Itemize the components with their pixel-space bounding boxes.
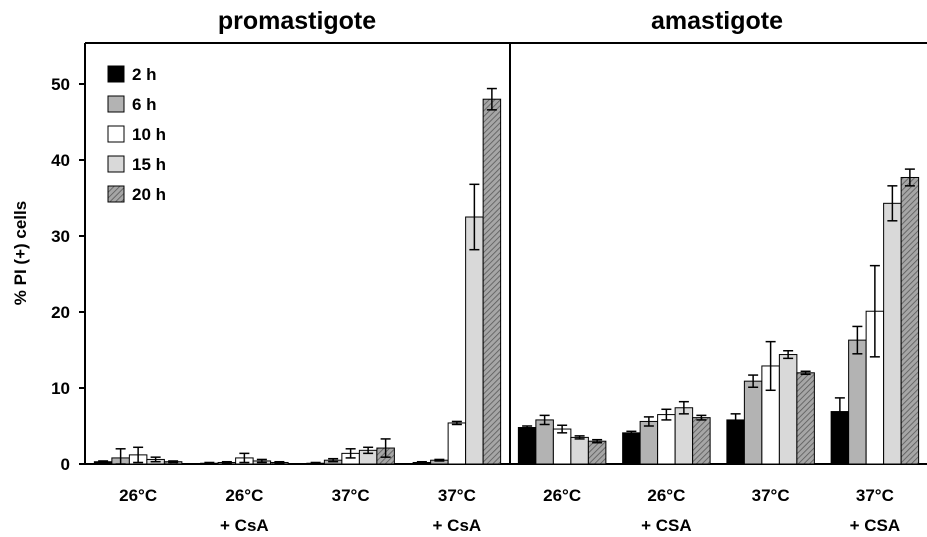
bar-6h-amastigote-1 (639, 420, 659, 465)
category-label: 26°C (119, 486, 157, 505)
bar-6h-amastigote-0 (535, 419, 554, 465)
category-label: 26°C (647, 486, 685, 505)
legend-swatch (107, 155, 125, 173)
category-sublabel: + CsA (220, 516, 269, 535)
legend-swatch (107, 95, 125, 113)
legend-label: 15 h (132, 155, 166, 174)
bar-20h-amastigote-0 (587, 440, 607, 465)
bar-20h-amastigote-3 (900, 176, 920, 465)
category-sublabel: + CSA (850, 516, 901, 535)
bar-20h-amastigote-2 (796, 372, 815, 465)
category-label: 37°C (856, 486, 894, 505)
category-label: 26°C (225, 486, 263, 505)
legend-label: 10 h (132, 125, 166, 144)
legend-swatch (107, 125, 125, 143)
y-ticks: 0 10 20 30 40 50 (51, 75, 85, 474)
y-axis-label: % PI (+) cells (11, 201, 30, 305)
bar-15h-amastigote-1 (674, 407, 694, 465)
bar-2h-amastigote-1 (622, 432, 641, 465)
error-bars (98, 87, 915, 465)
category-sublabel: + CsA (433, 516, 482, 535)
bar-15h-amastigote-2 (778, 354, 798, 465)
bar-20h-amastigote-1 (692, 417, 711, 465)
bar-6h-amastigote-2 (743, 380, 763, 465)
bars (93, 98, 920, 465)
y-tick-label: 50 (51, 75, 70, 94)
category-label: 37°C (332, 486, 370, 505)
bar-2h-amastigote-0 (517, 427, 537, 465)
y-tick-label: 40 (51, 151, 70, 170)
bar-10h-amastigote-0 (552, 428, 572, 465)
y-tick-label: 20 (51, 303, 70, 322)
bar-10h-amastigote-1 (657, 414, 676, 465)
bar-15h-promastigote-3 (465, 216, 484, 465)
bar-6h-amastigote-3 (848, 339, 867, 465)
y-tick-label: 0 (61, 455, 70, 474)
legend-swatch (107, 65, 125, 83)
category-label: 37°C (752, 486, 790, 505)
legend-label: 6 h (132, 95, 157, 114)
category-labels: 26°C 26°C + CsA 37°C 37°C + CsA 26°C 26°C + CSA 3… (119, 486, 900, 535)
legend-label: 20 h (132, 185, 166, 204)
bar-10h-promastigote-3 (447, 422, 467, 465)
panel-title-amastigote: amastigote (651, 7, 783, 35)
y-tick-label: 30 (51, 227, 70, 246)
category-label: 26°C (543, 486, 581, 505)
panel-title-promastigote: promastigote (218, 7, 376, 35)
category-label: 37°C (438, 486, 476, 505)
legend-label: 2 h (132, 65, 157, 84)
legend: 2 h 6 h 10 h 15 h 20 h (107, 65, 166, 204)
category-sublabel: + CSA (641, 516, 692, 535)
y-tick-label: 10 (51, 379, 70, 398)
bar-15h-amastigote-0 (570, 436, 589, 465)
bar-15h-amastigote-3 (883, 202, 902, 465)
legend-swatch (107, 185, 125, 203)
bar-20h-promastigote-3 (482, 98, 502, 465)
